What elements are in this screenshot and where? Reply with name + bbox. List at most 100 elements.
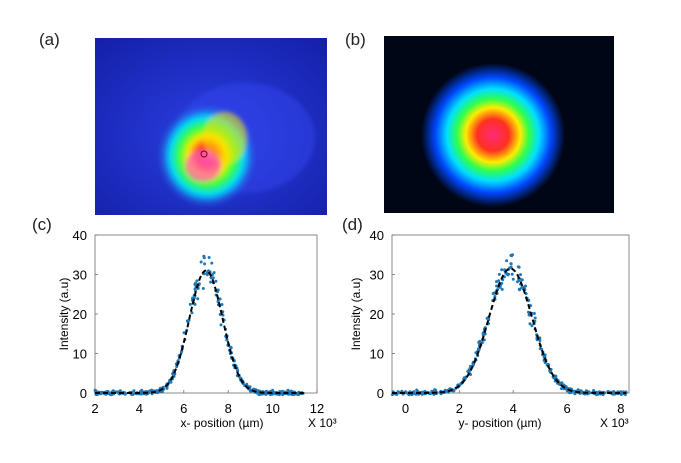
c-data-point: [236, 369, 240, 373]
c-data-point: [219, 323, 223, 327]
d-data-point: [495, 284, 499, 288]
c-data-point: [209, 276, 213, 280]
chart-d-fit-line: [392, 267, 627, 394]
d-data-point: [579, 389, 583, 393]
d-data-point: [519, 273, 522, 277]
d-xtick-label: 6: [563, 401, 570, 416]
d-data-point: [497, 279, 501, 283]
beam-image-a: [95, 38, 327, 215]
d-data-point: [511, 277, 515, 281]
c-ytick-label: 10: [73, 347, 87, 362]
d-ytick-label: 20: [370, 307, 384, 322]
c-data-point: [205, 271, 209, 275]
c-data-point: [123, 392, 127, 396]
d-ytick-label: 0: [377, 386, 384, 401]
d-data-point: [497, 272, 501, 276]
beam-a-spot: [157, 104, 257, 208]
c-data-point: [186, 319, 190, 323]
d-ytick-label: 10: [370, 347, 384, 362]
c-xtick-label: 12: [310, 401, 324, 416]
d-ytick-label: 40: [370, 228, 384, 243]
d-data-point: [540, 347, 544, 351]
d-data-point: [500, 268, 504, 272]
d-data-point: [507, 272, 511, 276]
c-data-point: [211, 276, 215, 280]
c-xtick-label: 4: [136, 401, 143, 416]
panel-label-a: (a): [39, 30, 60, 49]
c-data-point: [196, 297, 200, 301]
c-data-point: [212, 271, 216, 275]
panel-label-b: (b): [345, 30, 366, 49]
c-data-point: [195, 279, 199, 283]
c-ytick-label: 0: [80, 386, 87, 401]
d-xtick-label: 4: [510, 401, 517, 416]
c-data-point: [218, 297, 222, 301]
d-data-point: [516, 265, 520, 269]
c-data-point: [207, 256, 211, 259]
c-data-point: [190, 311, 194, 315]
d-data-point: [480, 341, 484, 344]
beam-image-b: [384, 36, 614, 213]
c-data-point: [256, 389, 260, 393]
c-data-point: [295, 392, 299, 396]
panel-label-c: (c): [32, 215, 52, 234]
d-data-point: [509, 262, 513, 266]
c-data-point: [220, 303, 224, 306]
chart-d-xlabel: y- position (µm): [459, 416, 542, 430]
c-data-point: [210, 261, 214, 265]
d-data-point: [505, 259, 509, 263]
d-data-point: [530, 324, 534, 328]
chart-c-xmult: X 10³: [308, 416, 337, 430]
c-data-point: [160, 390, 164, 394]
d-data-point: [433, 388, 437, 392]
c-data-point: [238, 376, 242, 380]
c-data-point: [216, 299, 220, 303]
d-xtick-label: 8: [617, 401, 624, 416]
d-data-point: [474, 351, 478, 355]
d-data-point: [421, 391, 425, 395]
c-data-point: [264, 391, 268, 395]
d-data-point: [510, 272, 514, 276]
c-data-point: [199, 260, 203, 264]
d-data-point: [528, 322, 532, 326]
c-data-point: [280, 392, 284, 396]
d-data-point: [557, 382, 561, 386]
c-ytick-label: 20: [73, 307, 87, 322]
c-data-point: [201, 287, 205, 290]
d-data-point: [452, 388, 456, 392]
c-data-point: [171, 372, 175, 376]
d-data-point: [619, 390, 623, 394]
d-data-point: [518, 288, 522, 292]
c-data-point: [225, 338, 229, 342]
chart-c: 0 10 20 30 40 2 4 6 8 10 12 Intensity (a.u) x- po…: [57, 228, 337, 430]
d-data-point: [491, 292, 495, 296]
chart-c-frame: [94, 234, 318, 394]
c-data-point: [229, 345, 233, 349]
c-data-point: [271, 388, 275, 392]
d-data-point: [477, 340, 481, 344]
chart-d-xmult: X 10³: [600, 416, 629, 430]
d-data-point: [532, 312, 536, 315]
d-data-point: [520, 278, 524, 282]
c-data-point: [214, 279, 218, 283]
d-data-point: [538, 339, 542, 342]
chart-c-xlabel: x- position (µm): [181, 416, 264, 430]
beam-a-marker: [200, 150, 208, 158]
d-data-point: [587, 391, 591, 395]
chart-d-frame: [391, 234, 630, 394]
d-ytick-label: 30: [370, 268, 384, 283]
d-data-point: [533, 316, 537, 320]
chart-d-ylabel: Intensity (a.u): [349, 278, 363, 351]
c-data-point: [209, 280, 213, 284]
c-data-point: [116, 390, 120, 394]
panel-label-d: (d): [342, 215, 363, 234]
beam-b-spot: [421, 63, 565, 207]
c-data-point: [194, 281, 197, 285]
c-xtick-label: 6: [180, 401, 187, 416]
d-data-point: [500, 287, 504, 291]
d-data-point: [477, 347, 480, 351]
d-data-point: [467, 370, 471, 374]
c-xtick-label: 10: [265, 401, 279, 416]
d-xtick-label: 0: [402, 401, 409, 416]
c-data-point: [202, 256, 206, 260]
